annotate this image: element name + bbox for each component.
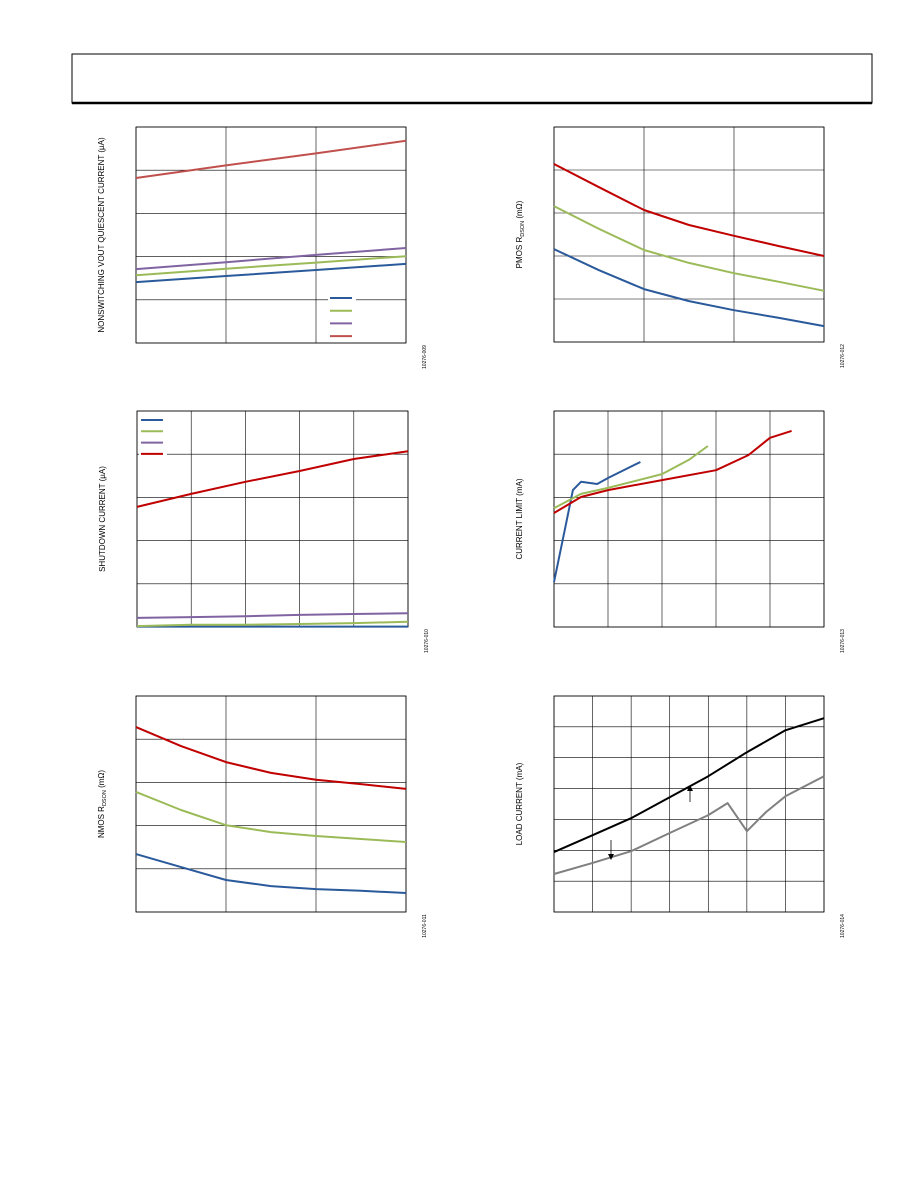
series-line	[553, 445, 709, 510]
y-axis-label: NMOS RDSON (mΩ)	[97, 770, 108, 838]
series-line	[136, 612, 409, 619]
series-line	[135, 255, 407, 277]
y-axis-label: SHUTDOWN CURRENT (µA)	[98, 466, 107, 572]
series-line	[136, 620, 409, 628]
y-axis-label-part: NMOS R	[97, 806, 106, 838]
series-line	[135, 853, 407, 894]
plot-frame	[553, 695, 825, 913]
series-line	[135, 247, 407, 271]
figure-code: 10276-009	[422, 345, 428, 369]
y-axis-label: CURRENT LIMIT (mA)	[515, 478, 524, 559]
series-line	[553, 461, 641, 583]
y-axis-label: PMOS RDSON (mΩ)	[515, 200, 526, 268]
plot-frame	[553, 126, 825, 343]
plot-frame	[135, 695, 407, 913]
series-line	[135, 262, 407, 284]
y-axis-label-part: (mΩ)	[515, 200, 524, 221]
y-axis-label: LOAD CURRENT (mA)	[515, 762, 524, 845]
y-axis-label-subscript: DSON	[102, 790, 108, 806]
series-line	[553, 248, 825, 328]
figure-code: 10276-011	[422, 914, 428, 938]
plot-frame	[135, 126, 407, 344]
series-line	[135, 790, 407, 843]
y-axis-label-part: PMOS R	[515, 237, 524, 269]
series-line	[136, 450, 409, 508]
series-line	[553, 717, 825, 854]
series-line	[135, 139, 407, 179]
y-axis-label: NONSWITCHING VOUT QUIESCENT CURRENT (µA)	[97, 137, 106, 333]
figure-code: 10276-010	[424, 629, 430, 653]
annotation-arrowhead	[687, 785, 693, 791]
series-line	[553, 429, 792, 514]
y-axis-label-part: (mΩ)	[97, 770, 106, 791]
y-axis-label-subscript: DSON	[520, 221, 526, 237]
plot-frame	[553, 410, 825, 628]
plot-frame	[136, 410, 409, 628]
figure-code: 10276-013	[840, 629, 846, 653]
annotation-arrowhead	[608, 854, 614, 860]
figure-code: 10276-014	[840, 914, 846, 938]
header-box	[71, 53, 873, 104]
series-line	[553, 163, 825, 257]
figure-code: 10276-012	[840, 344, 846, 368]
series-line	[553, 205, 825, 292]
series-line	[135, 726, 407, 790]
